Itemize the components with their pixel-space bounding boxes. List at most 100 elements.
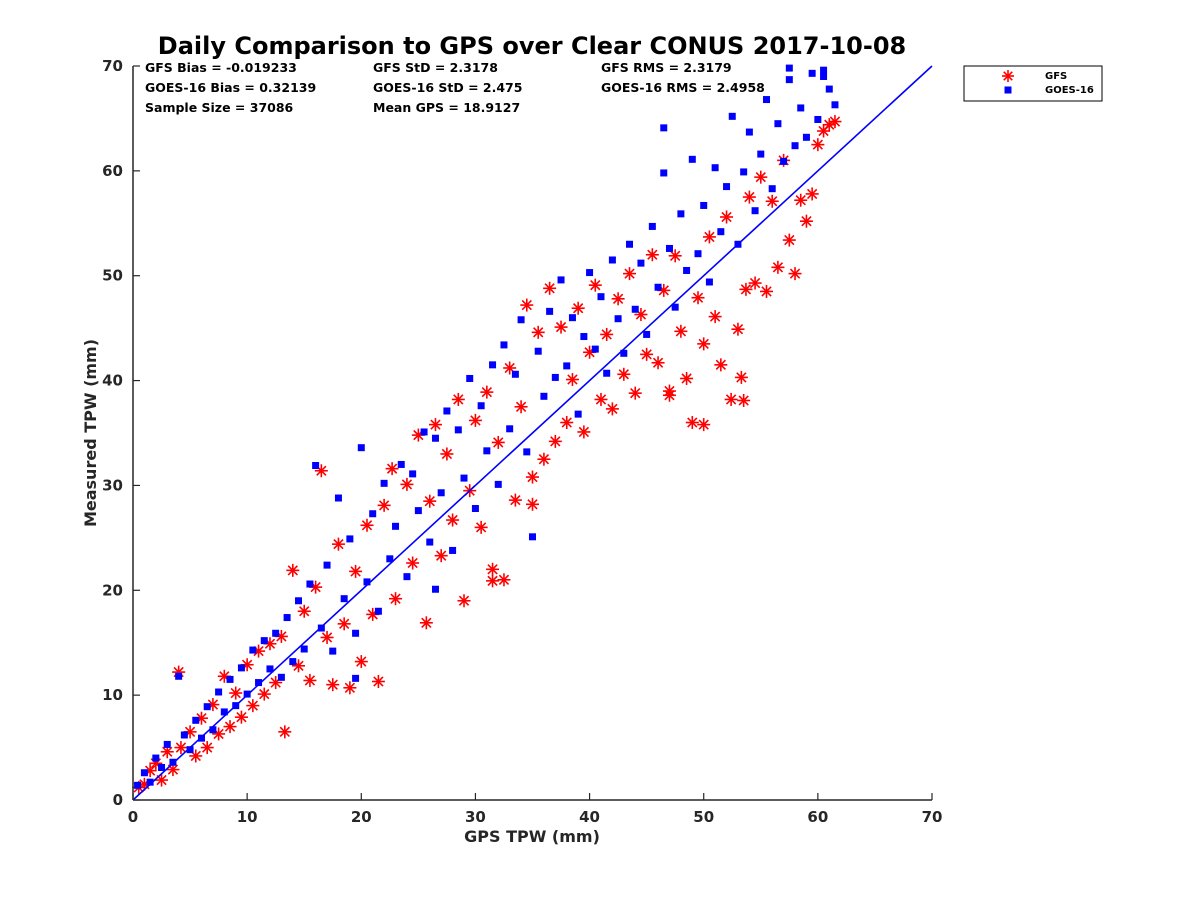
goes-16-point: [414, 507, 422, 515]
gfs-point: [668, 249, 682, 263]
goes-16-point: [494, 480, 502, 488]
goes-16-point: [620, 349, 628, 357]
goes-16-point: [255, 679, 263, 687]
stat-gfs-std: GFS StD = 2.3178: [373, 60, 498, 75]
goes-16-point: [723, 183, 731, 191]
goes-16-point: [745, 128, 753, 136]
goes-16-point: [797, 104, 805, 112]
gfs-point: [674, 324, 688, 338]
gfs-point: [377, 498, 391, 512]
goes-16-point: [186, 746, 194, 754]
goes-16-point: [780, 157, 788, 165]
gfs-point: [640, 347, 654, 361]
gfs-point: [697, 337, 711, 351]
gfs-point: [697, 418, 711, 432]
goes-16-point: [392, 522, 400, 530]
gfs-point: [480, 385, 494, 399]
x-tick-label: 70: [922, 808, 943, 826]
goes-16-point: [466, 374, 474, 382]
gfs-point: [520, 298, 534, 312]
goes-16-point: [705, 278, 713, 286]
gfs-point: [349, 564, 363, 578]
gfs-point: [508, 493, 522, 507]
gfs-point: [588, 278, 602, 292]
gfs-point: [805, 187, 819, 201]
goes-16-point: [437, 489, 445, 497]
goes-16-point: [660, 169, 668, 177]
goes-16-point: [637, 259, 645, 267]
goes-16-point: [403, 573, 411, 581]
gfs-point: [720, 210, 734, 224]
gfs-point: [406, 556, 420, 570]
x-tick-label: 60: [807, 808, 828, 826]
gfs-point: [600, 327, 614, 341]
goes-16-point: [591, 345, 599, 353]
gfs-point: [708, 310, 722, 324]
goes-16-point: [648, 222, 656, 230]
y-tick-label: 20: [102, 581, 123, 599]
gfs-point: [628, 386, 642, 400]
gfs-point: [565, 373, 579, 387]
gfs-point: [297, 604, 311, 618]
gfs-point: [474, 520, 488, 534]
goes-16-point: [597, 293, 605, 301]
gfs-point: [571, 301, 585, 315]
plot-area: [132, 64, 933, 801]
gfs-point: [491, 435, 505, 449]
goes-16-point: [820, 66, 828, 74]
y-tick-label: 50: [102, 267, 123, 285]
goes-16-point: [483, 447, 491, 455]
gfs-point: [537, 452, 551, 466]
goes-16-point: [431, 434, 439, 442]
goes-16-point: [460, 474, 468, 482]
goes-16-point: [523, 448, 531, 456]
gfs-point: [605, 402, 619, 416]
gfs-point: [543, 281, 557, 295]
goes-16-point: [352, 629, 360, 637]
y-tick-label: 40: [102, 372, 123, 390]
gfs-point: [645, 248, 659, 262]
goes-16-point: [334, 494, 342, 502]
x-axis-label: GPS TPW (mm): [464, 827, 600, 846]
goes-16-point: [654, 283, 662, 291]
gfs-point: [320, 630, 334, 644]
gfs-point: [765, 194, 779, 208]
gfs-point: [748, 276, 762, 290]
gfs-point: [734, 370, 748, 384]
gfs-point: [257, 687, 271, 701]
goes-16-point: [295, 597, 303, 605]
gfs-point: [234, 710, 248, 724]
goes-16-point: [785, 76, 793, 84]
chart-title: Daily Comparison to GPS over Clear CONUS…: [158, 32, 906, 60]
goes-16-point: [192, 716, 200, 724]
goes-16-point: [603, 369, 611, 377]
gfs-point: [440, 447, 454, 461]
gfs-point: [577, 425, 591, 439]
gfs-point: [742, 190, 756, 204]
gfs-point: [446, 513, 460, 527]
goes-16-point: [791, 142, 799, 150]
axes: 0 10 20 30 40 50 60 70 0 10 20 30 40 50 60 70: [102, 57, 942, 826]
goes-16-point: [374, 607, 382, 615]
gfs-point: [451, 392, 465, 406]
gfs-point: [739, 282, 753, 296]
y-tick-label: 60: [102, 162, 123, 180]
gfs-point: [326, 678, 340, 692]
goes-16-point: [277, 673, 285, 681]
goes-16-point: [489, 361, 497, 369]
gfs-point: [360, 518, 374, 532]
goes-16-point: [409, 470, 417, 478]
gfs-point: [594, 392, 608, 406]
goes-16-point: [220, 708, 228, 716]
goes-16-point: [529, 533, 536, 541]
goes-16-point: [540, 392, 548, 400]
legend-gfs-label: GFS: [1045, 71, 1067, 82]
gfs-point: [617, 367, 631, 381]
goes-16-point: [443, 407, 451, 415]
gfs-point: [160, 745, 174, 759]
goes-16-point: [660, 124, 668, 132]
gfs-point: [428, 418, 442, 432]
gfs-point: [531, 325, 545, 339]
y-tick-label: 10: [102, 686, 123, 704]
